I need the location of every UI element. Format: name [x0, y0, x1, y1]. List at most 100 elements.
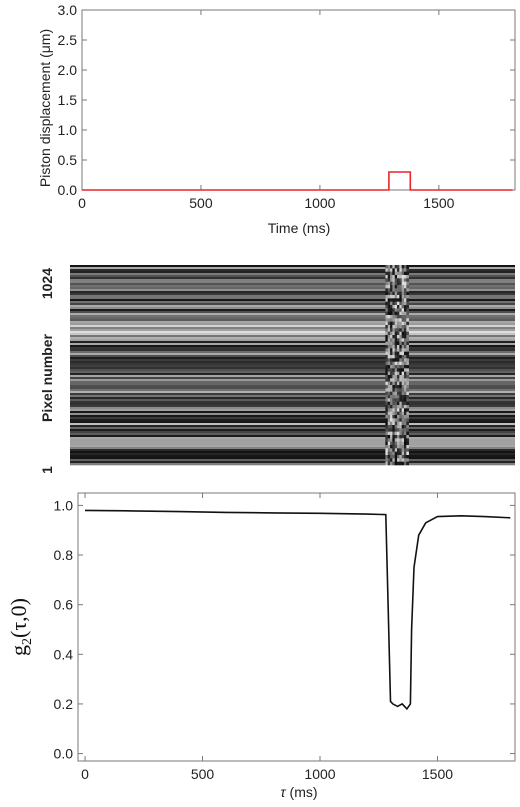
heatmap-disturbed-cell — [390, 391, 393, 396]
heatmap-disturbed-cell — [399, 321, 402, 326]
heatmap-disturbed-cell — [385, 268, 389, 272]
heatmap-disturbed-cell — [397, 355, 400, 359]
heatmap-stripe — [70, 337, 386, 340]
heatmap-stripe — [70, 365, 386, 368]
heatmap-disturbed-cell — [397, 411, 400, 416]
heatmap-stripe — [70, 427, 386, 430]
heatmap-disturbed-cell — [399, 455, 402, 459]
heatmap-stripe — [70, 285, 386, 288]
heatmap-disturbed-cell — [387, 301, 391, 306]
heatmap-disturbed-cell — [399, 278, 402, 282]
heatmap-disturbed-cell — [401, 321, 405, 326]
heatmap-stripe — [408, 405, 515, 408]
heatmap-disturbed-cell — [390, 291, 393, 296]
heatmap-disturbed-cell — [403, 435, 407, 439]
heatmap-disturbed-cell — [401, 461, 405, 466]
heatmap-disturbed-cell — [385, 435, 389, 439]
heatmap-disturbed-cell — [401, 438, 405, 442]
heatmap-disturbed-cell — [399, 425, 402, 429]
heatmap-disturbed-cell — [406, 451, 409, 456]
heatmap-stripe — [408, 351, 515, 354]
heatmap-disturbed-cell — [390, 388, 393, 392]
heatmap-disturbed-cell — [401, 415, 405, 419]
heatmap-disturbed-cell — [387, 435, 391, 439]
g-subscript: 2 — [20, 638, 35, 645]
heatmap-stripe — [408, 283, 515, 286]
heatmap-disturbed-cell — [387, 458, 391, 462]
heatmap-stripe — [408, 415, 515, 418]
heatmap-disturbed-cell — [387, 275, 391, 279]
heatmap-stripe — [70, 395, 386, 398]
heatmap-disturbed-cell — [390, 408, 393, 412]
heatmap-stripe — [70, 367, 386, 370]
heatmap-disturbed-cell — [406, 441, 409, 446]
heatmap-disturbed-cell — [394, 425, 398, 429]
heatmap-disturbed-cell — [392, 378, 395, 382]
heatmap-disturbed-cell — [387, 341, 391, 346]
heatmap-stripe — [70, 297, 386, 300]
heatmap-disturbed-cell — [390, 345, 393, 349]
heatmap-disturbed-cell — [401, 291, 405, 296]
heatmap-stripe — [408, 403, 515, 406]
heatmap-stripe — [70, 283, 386, 286]
heatmap-disturbed-cell — [390, 301, 393, 306]
heatmap-disturbed-cell — [387, 321, 391, 326]
heatmap-stripe — [408, 367, 515, 370]
heatmap-disturbed-cell — [385, 335, 389, 339]
heatmap-stripe — [408, 457, 515, 460]
heatmap-disturbed-cell — [403, 405, 407, 409]
heatmap-disturbed-cell — [394, 415, 398, 419]
heatmap-disturbed-cell — [394, 461, 398, 466]
heatmap-stripe — [408, 359, 515, 362]
heatmap-disturbed-cell — [403, 411, 407, 416]
heatmap-disturbed-cell — [392, 301, 395, 306]
heatmap-disturbed-cell — [401, 328, 405, 332]
heatmap-disturbed-cell — [392, 408, 395, 412]
heatmap-disturbed-cell — [403, 398, 407, 402]
heatmap-disturbed-cell — [401, 458, 405, 462]
heatmap-disturbed-cell — [406, 415, 409, 419]
heatmap-disturbed-cell — [394, 271, 398, 276]
heatmap-disturbed-cell — [394, 421, 398, 426]
heatmap-disturbed-cell — [387, 448, 391, 452]
heatmap-disturbed-cell — [390, 418, 393, 422]
heatmap-disturbed-cell — [392, 318, 395, 322]
heatmap-disturbed-cell — [401, 285, 405, 289]
heatmap-disturbed-cell — [406, 408, 409, 412]
heatmap-stripe — [70, 401, 386, 404]
heatmap-stripe — [408, 271, 515, 274]
heatmap-disturbed-cell — [401, 338, 405, 342]
heatmap-disturbed-cell — [390, 438, 393, 442]
heatmap-stripe — [70, 383, 386, 386]
heatmap-disturbed-cell — [401, 281, 405, 286]
heatmap-stripe — [70, 457, 386, 460]
heatmap-disturbed-cell — [387, 328, 391, 332]
heatmap-disturbed-cell — [397, 265, 400, 269]
heatmap-disturbed-cell — [403, 385, 407, 389]
heatmap-stripe — [408, 317, 515, 320]
heatmap-disturbed-cell — [397, 338, 400, 342]
heatmap-disturbed-cell — [406, 368, 409, 372]
heatmap-disturbed-cell — [397, 288, 400, 292]
y-tick-label: 0.2 — [54, 696, 74, 712]
y-tick-label: 0.8 — [54, 547, 74, 563]
heatmap-disturbed-cell — [387, 295, 391, 299]
heatmap-stripe — [70, 369, 386, 372]
heatmap-disturbed-cell — [406, 361, 409, 366]
heatmap-disturbed-cell — [385, 285, 389, 289]
heatmap-disturbed-cell — [401, 411, 405, 416]
heatmap-disturbed-cell — [390, 288, 393, 292]
heatmap-disturbed-cell — [406, 418, 409, 422]
heatmap-disturbed-cell — [401, 358, 405, 362]
heatmap-disturbed-cell — [403, 368, 407, 372]
heatmap-stripe — [408, 279, 515, 282]
heatmap-disturbed-cell — [385, 368, 389, 372]
heatmap-stripe — [408, 355, 515, 358]
heatmap-disturbed-cell — [397, 268, 400, 272]
heatmap-disturbed-cell — [401, 361, 405, 366]
heatmap-disturbed-cell — [390, 361, 393, 366]
heatmap-stripe — [408, 289, 515, 292]
heatmap-disturbed-cell — [399, 391, 402, 396]
heatmap-disturbed-cell — [390, 461, 393, 466]
heatmap-stripe — [408, 389, 515, 392]
